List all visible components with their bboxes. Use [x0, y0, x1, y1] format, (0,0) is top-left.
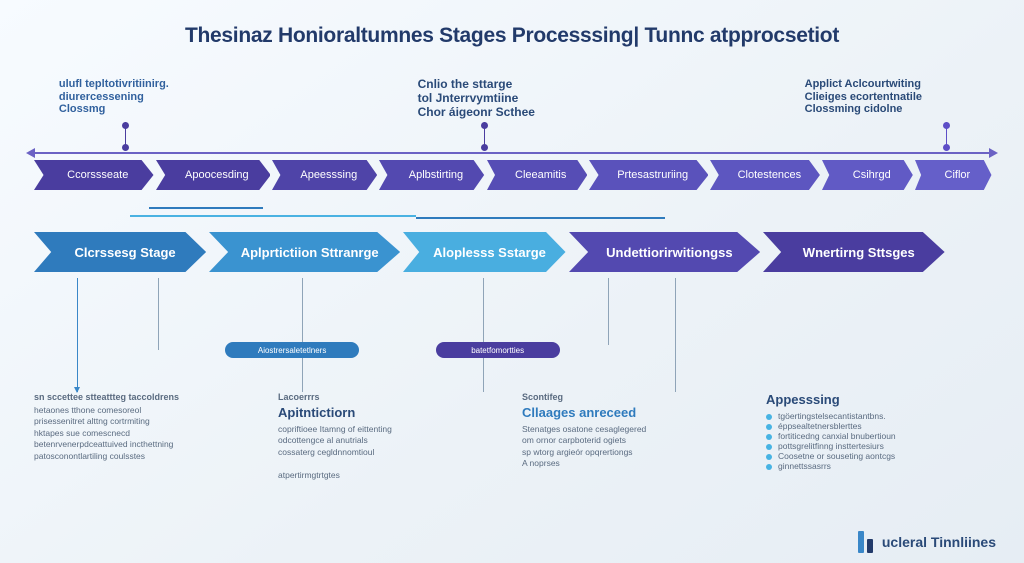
brand-logo-icon: [858, 531, 876, 553]
brand-logo-bar: [867, 539, 873, 553]
tag-pill: batetfomortties: [436, 342, 560, 358]
connector-line: [608, 278, 609, 345]
column-heading: Cllaages anreceed: [522, 405, 746, 420]
detail-column: Appesssing tgöertingstelsecantistantbns.é…: [766, 392, 990, 481]
callout-dot-icon: [481, 144, 488, 151]
bullet-dot-icon: [766, 434, 772, 440]
column-subheading: sn sccettee stteattteg taccoldrens: [34, 392, 258, 402]
tag-pill: Aiostrersaletetlners: [225, 342, 359, 358]
callout-dot-icon: [122, 144, 129, 151]
connector-line: [675, 278, 676, 392]
callout-dot-icon: [943, 122, 950, 129]
bullet-dot-icon: [766, 444, 772, 450]
column-subheading: Scontifeg: [522, 392, 746, 402]
bullet-item: pottsgrelitfinng insttertesiurs: [766, 441, 990, 451]
callout-dot-icon: [122, 122, 129, 129]
brand-text: ucleral Tinnliines: [882, 534, 996, 550]
gantt-segment: [416, 217, 665, 219]
callout-dot-icon: [481, 122, 488, 129]
column-body: Stenatges osatone cesaglegered om ornor …: [522, 424, 746, 470]
process-step-chevron: Cleeamitis: [487, 160, 587, 190]
bullet-dot-icon: [766, 464, 772, 470]
callout-marker: [484, 122, 485, 148]
process-step-chevron: Csihrgd: [822, 160, 913, 190]
stage-chevron: Aplprtictiion Sttranrge: [209, 232, 400, 272]
callout-label: Applict Aclcourtwiting Clieiges ecortent…: [805, 78, 922, 116]
stage-chevron: Wnertirng Sttsges: [763, 232, 945, 272]
axis-arrow-left-icon: [26, 148, 35, 158]
bullet-item: Coosetne or souseting aontcgs: [766, 451, 990, 461]
chevron-row-top: CcorssseateApoocesdingApeesssingAplbstir…: [34, 160, 990, 190]
brand-logo-bar: [858, 531, 864, 553]
detail-column: Scontifeg Cllaages anreceed Stenatges osat…: [522, 392, 746, 481]
detail-column: sn sccettee stteattteg taccoldrens hetaon…: [34, 392, 258, 481]
gantt-segment: [149, 207, 264, 209]
process-step-chevron: Ccorssseate: [34, 160, 154, 190]
bullet-item: éppsealtetnersblerttes: [766, 421, 990, 431]
process-step-chevron: Ciflor: [915, 160, 991, 190]
process-step-chevron: Clotestences: [710, 160, 820, 190]
callout-dot-icon: [943, 144, 950, 151]
column-heading: Appesssing: [766, 392, 990, 407]
brand-footer: ucleral Tinnliines: [858, 531, 996, 553]
stage-chevron: Clcrssesg Stage: [34, 232, 206, 272]
connector-line: [483, 278, 484, 392]
detail-column: Lacoerrrs Apitntictiorn copriftioee Itamng…: [278, 392, 502, 481]
callout-label: Cnlio the sttarge tol Jnterrvymtiine Cho…: [418, 78, 535, 119]
process-step-chevron: Aplbstirting: [379, 160, 484, 190]
process-step-chevron: Prtesastruriing: [589, 160, 709, 190]
stage-chevron: Undettiorirwitiongss: [569, 232, 760, 272]
bullet-dot-icon: [766, 424, 772, 430]
bullet-item: tgöertingstelsecantistantbns.: [766, 411, 990, 421]
callout-marker: [946, 122, 947, 148]
bullet-item: fortiticedng canxial bnubertioun: [766, 431, 990, 441]
stage-chevron: Aloplesss Sstarge: [403, 232, 566, 272]
connector-line: [77, 278, 78, 392]
column-heading: Apitntictiorn: [278, 405, 502, 420]
detail-columns: sn sccettee stteattteg taccoldrens hetaon…: [34, 392, 990, 481]
connector-line: [158, 278, 159, 350]
callout-marker: [125, 122, 126, 148]
column-subheading: Lacoerrrs: [278, 392, 502, 402]
callout-label: ulufl tepltotivritiinirg. diurercessenin…: [59, 78, 169, 116]
chevron-row-stages: Clcrssesg StageAplprtictiion SttranrgeAl…: [34, 232, 990, 272]
axis-arrow-right-icon: [989, 148, 998, 158]
infographic-canvas: Thesinaz Honioraltumnes Stages Processsi…: [0, 0, 1024, 563]
connector-line: [302, 278, 303, 392]
callouts-row: ulufl tepltotivritiinirg. diurercessenin…: [40, 78, 984, 138]
gantt-segment: [130, 215, 417, 217]
bullet-dot-icon: [766, 414, 772, 420]
page-title: Thesinaz Honioraltumnes Stages Processsi…: [30, 24, 994, 48]
column-body: copriftioee Itamng of eittenting odcotte…: [278, 424, 502, 481]
process-step-chevron: Apoocesding: [156, 160, 271, 190]
timeline-axis: [34, 152, 990, 154]
bullet-dot-icon: [766, 454, 772, 460]
process-step-chevron: Apeesssing: [272, 160, 377, 190]
column-body: hetaones tthone comesoreol prisessenitre…: [34, 405, 258, 462]
bullet-item: ginnettssasrrs: [766, 461, 990, 471]
